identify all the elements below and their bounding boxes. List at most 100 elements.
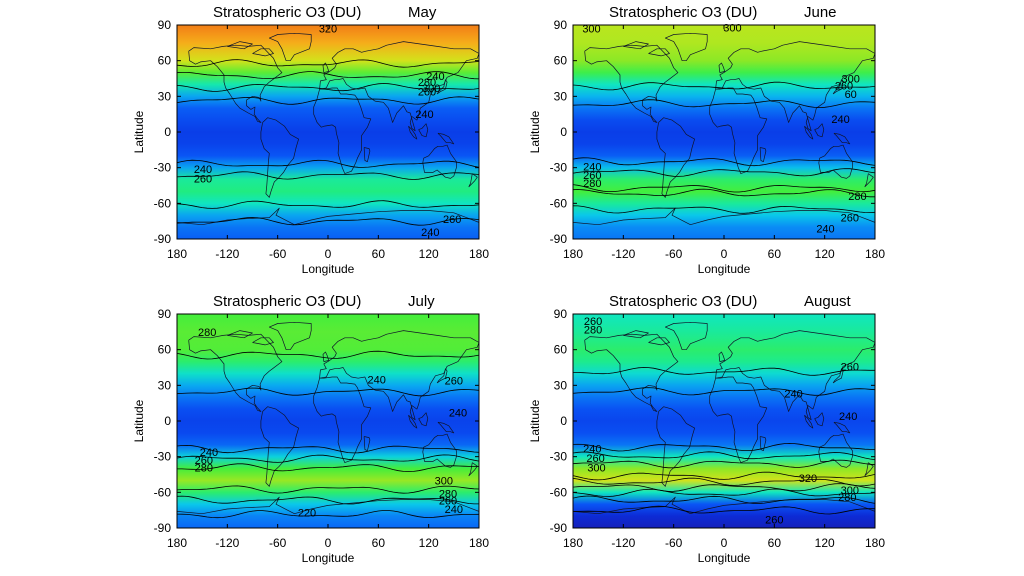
contour-lines <box>177 350 479 519</box>
contour-label: 300 <box>582 24 600 36</box>
chart-month: August <box>804 293 852 310</box>
contour-label: 280 <box>439 489 457 501</box>
contour-label: 240 <box>839 411 857 423</box>
y-tick-label: -60 <box>154 485 172 499</box>
x-tick-label: 0 <box>325 536 332 550</box>
contour-lines <box>573 367 875 515</box>
contour-label: 240 <box>368 374 386 386</box>
contour-label: 240 <box>449 408 467 420</box>
x-tick-label: 180 <box>865 536 885 550</box>
chart-title: Stratospheric O3 (DU) <box>609 4 757 21</box>
contour-label: 260 <box>194 173 212 185</box>
contour-lines <box>573 81 875 214</box>
contour-label: 280 <box>418 77 436 89</box>
y-tick-label: 60 <box>158 343 172 357</box>
x-tick-label: -60 <box>665 247 683 261</box>
y-tick-label: 0 <box>560 414 567 428</box>
y-tick-label: -60 <box>550 485 568 499</box>
y-tick-label: 30 <box>158 378 172 392</box>
contour-label: 280 <box>584 325 602 337</box>
x-tick-label: 180 <box>469 536 489 550</box>
x-axis-label: Longitude <box>698 262 751 276</box>
y-axis-label: Latitude <box>528 110 542 153</box>
x-tick-label: -120 <box>215 247 239 261</box>
y-tick-label: -90 <box>550 521 568 535</box>
contour-label: 260 <box>841 213 859 225</box>
contour-label: 260 <box>765 515 783 527</box>
contour-label: 300 <box>841 485 859 497</box>
contour-label: 240 <box>784 389 802 401</box>
contour-label: 240 <box>200 447 218 459</box>
chart-month: June <box>804 4 837 21</box>
contour-label: 280 <box>198 327 216 339</box>
y-tick-label: -90 <box>154 232 172 246</box>
contour-label: 260 <box>583 170 601 182</box>
contour-label: 260 <box>835 81 853 93</box>
contour-label: 220 <box>298 508 316 520</box>
contour-label: 300 <box>435 475 453 487</box>
y-tick-label: 60 <box>554 343 568 357</box>
x-tick-label: 0 <box>325 247 332 261</box>
panel-august: 260280260240240240260300320300280260180-… <box>528 293 885 565</box>
x-axis-label: Longitude <box>302 551 355 565</box>
ozone-field <box>573 25 875 239</box>
x-axis-label: Longitude <box>698 551 751 565</box>
y-axis-label: Latitude <box>132 110 146 153</box>
x-tick-label: -120 <box>611 536 635 550</box>
y-tick-label: 30 <box>158 89 172 103</box>
coastlines <box>573 32 875 226</box>
x-tick-label: 180 <box>865 247 885 261</box>
contour-label: 260 <box>443 214 461 226</box>
y-tick-label: 90 <box>554 18 568 32</box>
contour-label: 260 <box>418 87 436 99</box>
x-tick-label: 60 <box>768 536 782 550</box>
chart-month: July <box>408 293 435 310</box>
y-tick-label: -90 <box>550 232 568 246</box>
y-axis-label: Latitude <box>528 399 542 442</box>
contour-label: 300 <box>587 462 605 474</box>
contour-label: 240 <box>445 504 463 516</box>
chart-title: Stratospheric O3 (DU) <box>213 293 361 310</box>
x-tick-label: 120 <box>815 247 835 261</box>
contour-label: 240 <box>583 162 601 174</box>
contour-label: 260 <box>841 361 859 373</box>
x-axis-label: Longitude <box>302 262 355 276</box>
x-tick-label: 180 <box>469 247 489 261</box>
contour-label: 280 <box>848 191 866 203</box>
contour-label: 260 <box>584 316 602 328</box>
contour-label: 240 <box>816 223 834 235</box>
y-tick-label: -30 <box>154 161 172 175</box>
coastlines <box>177 321 479 515</box>
y-tick-label: 30 <box>554 378 568 392</box>
contour-label: 300 <box>723 22 741 34</box>
contour-label: 320 <box>319 24 337 36</box>
y-tick-label: 90 <box>554 307 568 321</box>
x-tick-label: 120 <box>815 536 835 550</box>
y-tick-label: 0 <box>164 414 171 428</box>
y-tick-label: -60 <box>550 196 568 210</box>
y-tick-label: 0 <box>164 125 171 139</box>
y-tick-label: 90 <box>158 18 172 32</box>
chart-title: Stratospheric O3 (DU) <box>609 293 757 310</box>
x-tick-label: -120 <box>611 247 635 261</box>
contour-label: 60 <box>845 89 857 101</box>
contour-label: 280 <box>838 492 856 504</box>
x-tick-label: 180 <box>563 536 583 550</box>
contour-label: 300 <box>422 83 440 95</box>
x-tick-label: 60 <box>372 247 386 261</box>
x-tick-label: -120 <box>215 536 239 550</box>
x-tick-label: 180 <box>167 247 187 261</box>
y-tick-label: -30 <box>154 450 172 464</box>
y-tick-label: 90 <box>158 307 172 321</box>
contour-label: 240 <box>415 109 433 121</box>
contour-label: 260 <box>195 455 213 467</box>
x-tick-label: -60 <box>269 536 287 550</box>
x-tick-label: 0 <box>721 536 728 550</box>
y-tick-label: -30 <box>550 161 568 175</box>
y-tick-label: 30 <box>554 89 568 103</box>
contour-label: 240 <box>421 227 439 239</box>
contour-label: 300 <box>842 74 860 86</box>
chart-month: May <box>408 4 437 21</box>
